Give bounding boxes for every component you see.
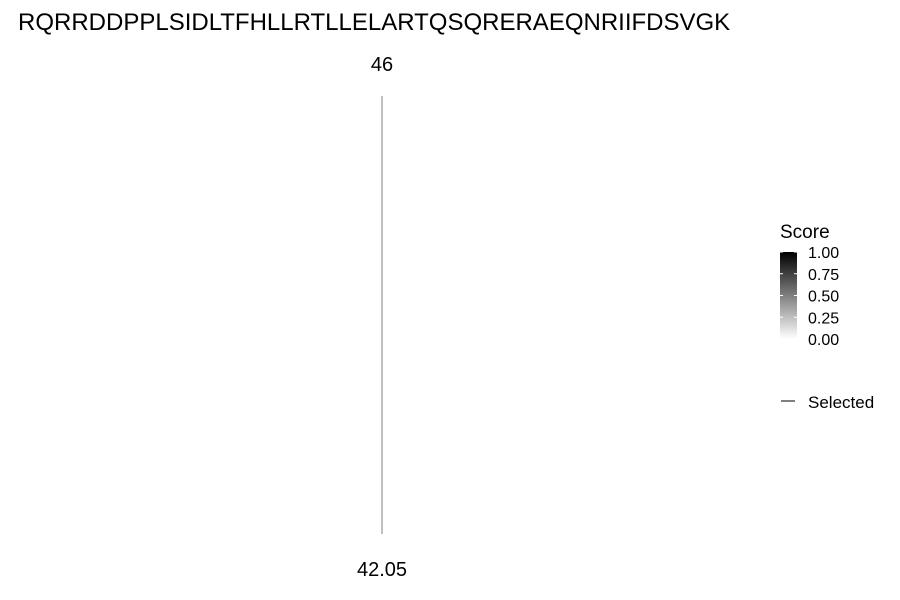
chart-title: RQRRDDPPLSIDLTFHLLRTLLELARTQSQRERAEQNRII… bbox=[18, 9, 730, 36]
legend-tick-label: 0.50 bbox=[808, 289, 839, 306]
legend-colorbar bbox=[780, 252, 797, 339]
plot-area: 46 42.05 bbox=[357, 54, 407, 581]
legend-tick-label: 0.00 bbox=[808, 332, 839, 349]
legend: Score 1.00 0.75 0.50 0.25 0.00 Selected bbox=[780, 222, 874, 412]
series-top-label: 46 bbox=[371, 54, 393, 76]
legend-tick-label: 0.25 bbox=[808, 310, 839, 327]
legend-tick-label: 1.00 bbox=[808, 245, 839, 262]
legend-line-label: Selected bbox=[808, 393, 874, 412]
legend-ticks: 1.00 0.75 0.50 0.25 0.00 bbox=[780, 245, 839, 349]
legend-tick-label: 0.75 bbox=[808, 267, 839, 284]
legend-title: Score bbox=[780, 222, 830, 243]
series-bottom-label: 42.05 bbox=[357, 559, 407, 581]
